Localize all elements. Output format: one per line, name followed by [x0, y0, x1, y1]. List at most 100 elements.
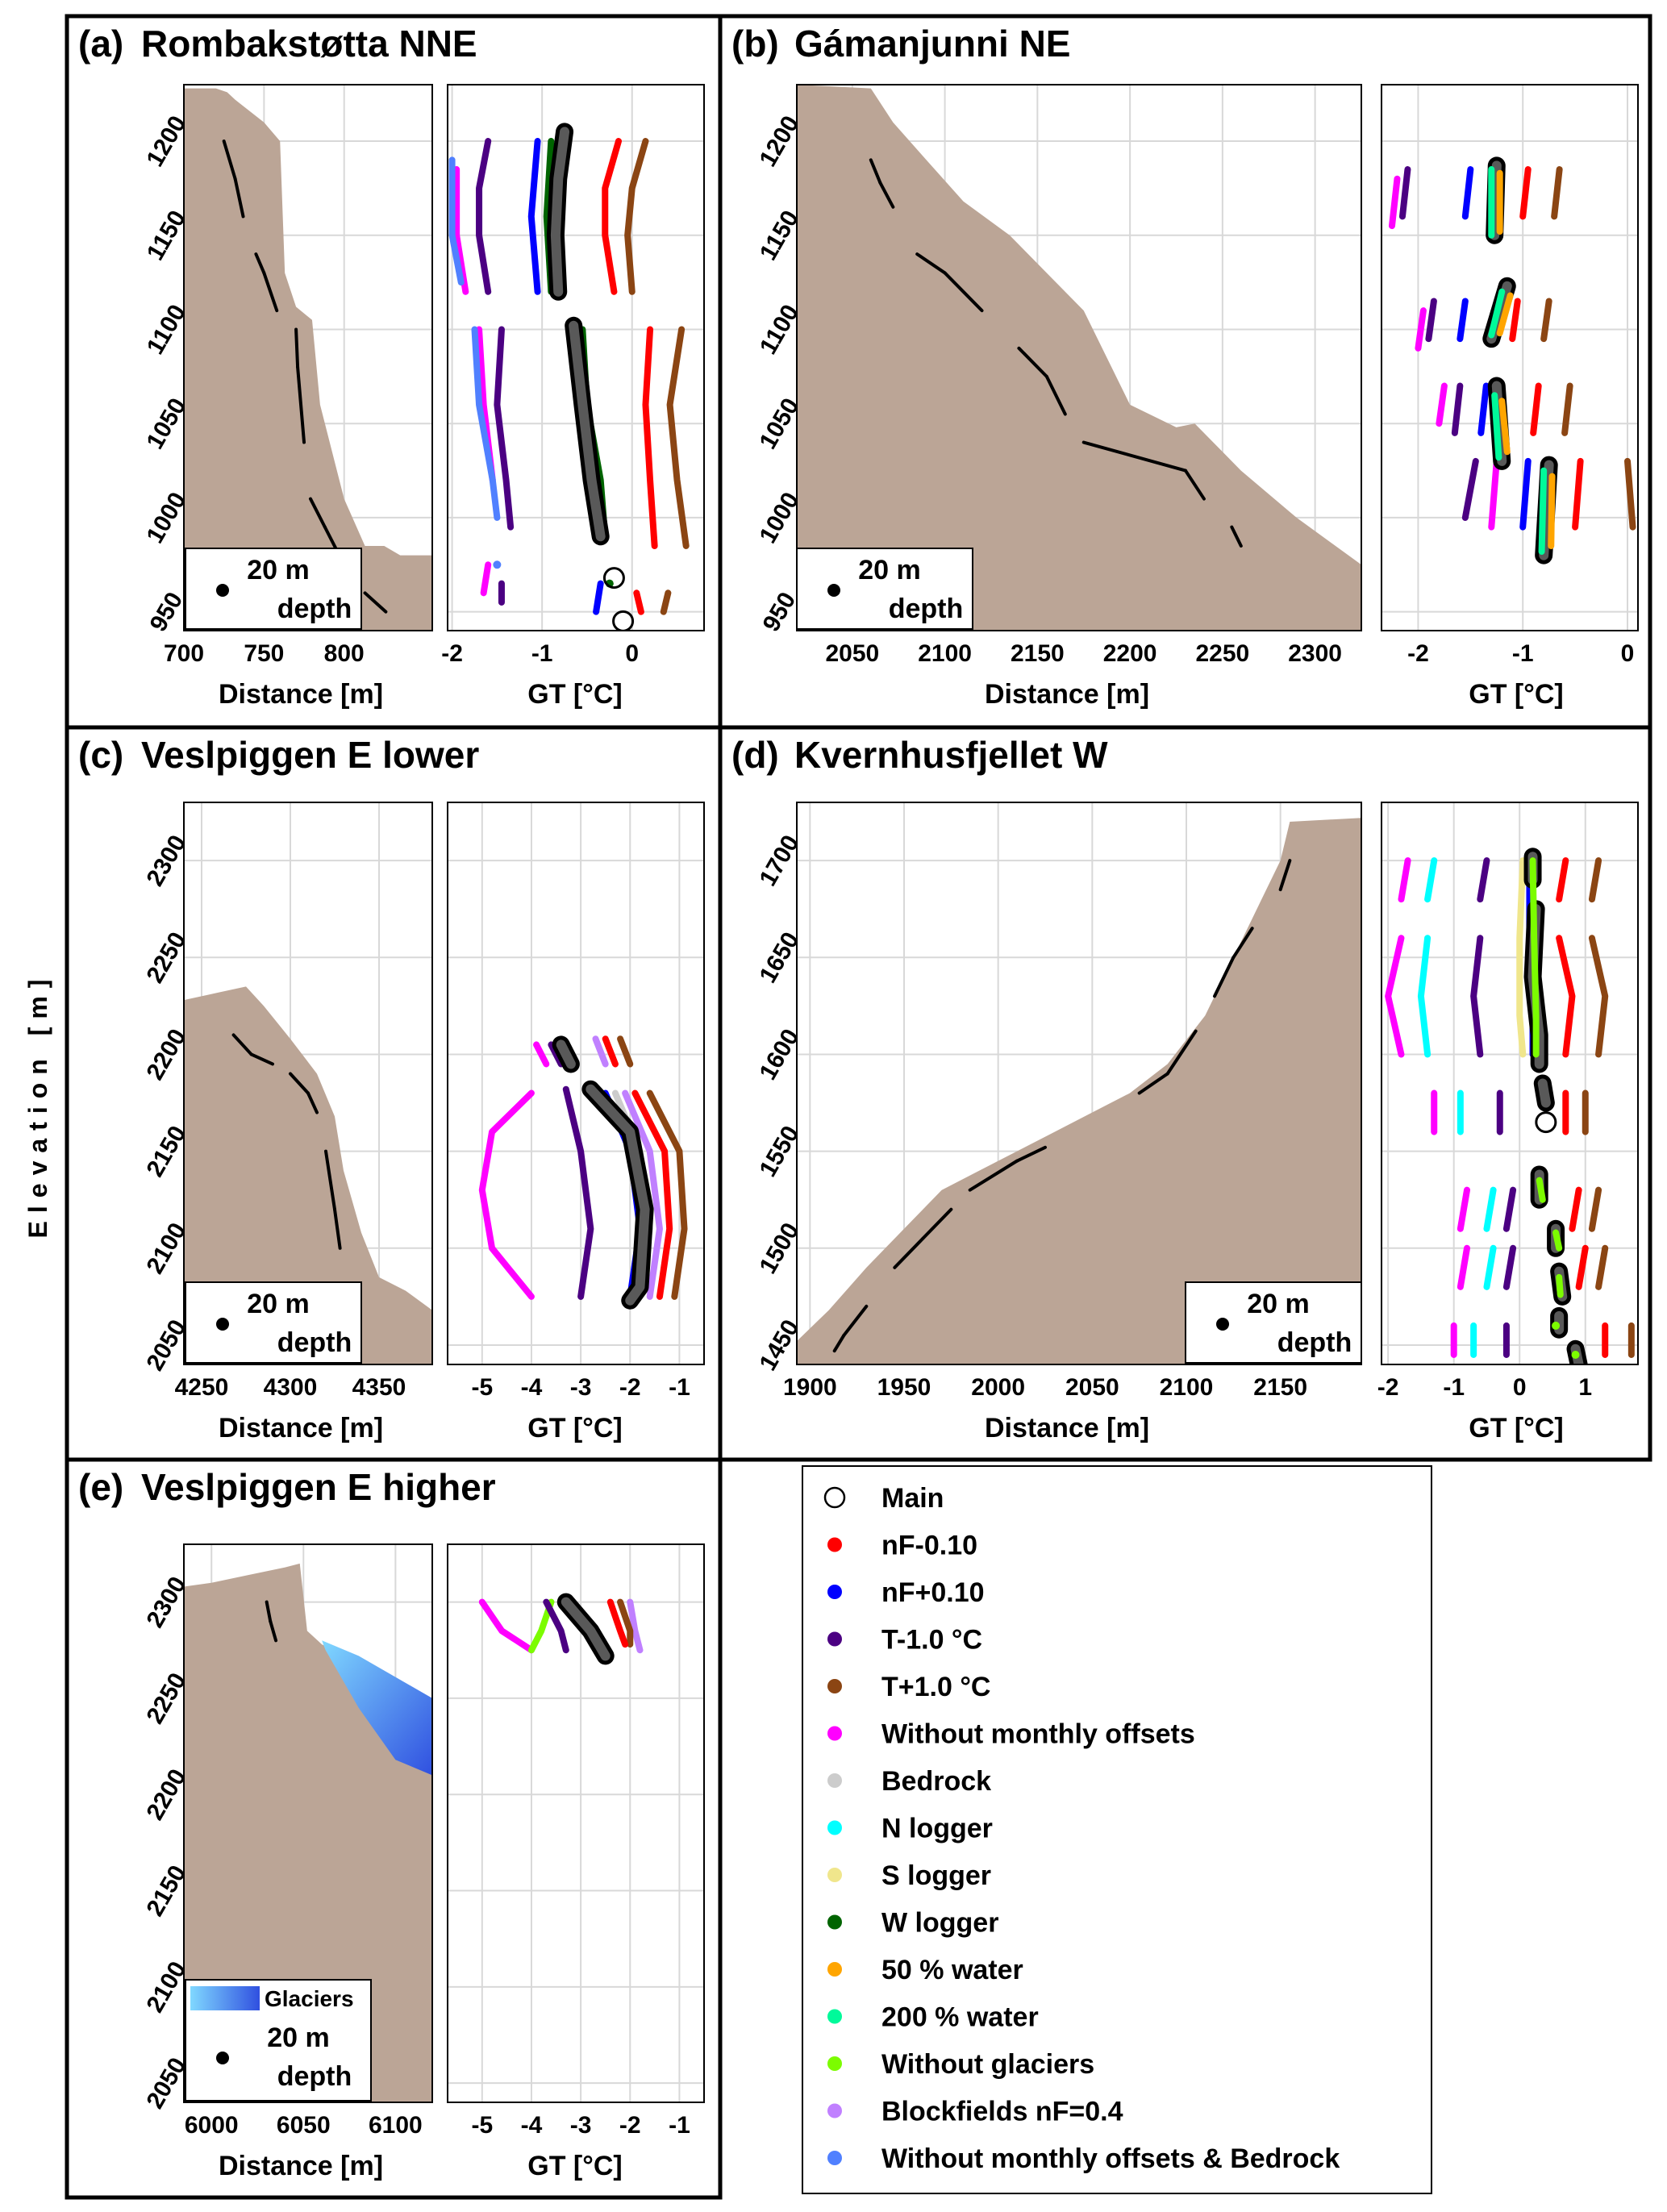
x-tick-label: 700	[164, 640, 204, 667]
series-line-inner	[586, 1084, 650, 1306]
series-nf-0-10	[1457, 166, 1532, 531]
x-tick-label: 2200	[1103, 640, 1157, 667]
depth-line-segment	[869, 158, 882, 185]
series-line	[602, 1035, 619, 1068]
series-nf-0-10	[1509, 166, 1584, 531]
series-t-1-0-c	[543, 1598, 569, 1654]
panel-c-gt-xlabel: GT [°C]	[527, 1413, 622, 1443]
glacier-area	[322, 1640, 432, 1776]
x-tick-label: 2250	[1195, 640, 1249, 667]
series-line	[1461, 457, 1479, 521]
series-line	[1516, 857, 1527, 1058]
panel-a-label: (a)	[78, 23, 123, 65]
series-line	[602, 138, 622, 295]
series-line	[1451, 382, 1464, 436]
depth-line-segment	[306, 1091, 319, 1114]
series-nf-0-10	[602, 138, 658, 615]
x-tick-label: -5	[471, 1374, 493, 1401]
plot-content	[184, 88, 432, 631]
series-line	[593, 580, 604, 615]
x-tick-label: -1	[669, 1374, 690, 1401]
panel-e-profile-xlabel: Distance [m]	[219, 2151, 383, 2181]
series-main	[546, 123, 635, 631]
series-line	[1538, 467, 1548, 555]
x-tick-label: -3	[570, 1374, 592, 1401]
legend-item: Without monthly offsets	[827, 1719, 1195, 1750]
panel-e-gt-axes: -5 -4 -3 -2 -1	[447, 1543, 705, 2139]
series-line	[1477, 382, 1490, 436]
series-t-1-0-c	[1398, 166, 1479, 521]
series-line	[1470, 935, 1484, 1058]
terrain-area	[184, 986, 432, 1364]
grid	[1382, 85, 1638, 631]
series-line	[1572, 457, 1584, 531]
series-t-1-0-c	[617, 1598, 634, 1648]
axes-frame	[447, 84, 705, 631]
series-blockfields-nf-0-4	[592, 1035, 663, 1300]
x-tick-label: -4	[521, 1374, 543, 1401]
main-ring-marker	[602, 567, 625, 589]
series-line	[1415, 307, 1427, 352]
series-without-monthly-offsets	[478, 1598, 535, 1654]
panel-b-title: Gámanjunni NE	[794, 23, 1070, 65]
depth-line-segment	[1183, 469, 1206, 501]
panel-b-gt-xlabel: GT [°C]	[1469, 679, 1563, 710]
panel-d-gt-xlabel: GT [°C]	[1469, 1413, 1563, 1443]
panel-d-gt-axes: -2 -1 0 1	[1377, 802, 1639, 1401]
legend-item: T-1.0 °C	[827, 1625, 982, 1656]
series-line	[1488, 288, 1506, 339]
panel-e-label: (e)	[78, 1466, 123, 1508]
y-tick-label: 950	[758, 588, 802, 636]
series-line	[1477, 857, 1490, 903]
x-tick-label: 2300	[1288, 640, 1342, 667]
series-line	[1388, 175, 1401, 230]
x-tick-label: -2	[1377, 1374, 1399, 1401]
series-t-1-0-c	[476, 138, 515, 606]
series-line	[1457, 1186, 1470, 1232]
series-line	[1498, 398, 1511, 456]
legend-marker-icon	[827, 2009, 842, 2024]
series-line	[562, 1085, 594, 1300]
legend-label: Without monthly offsets & Bedrock	[881, 2143, 1340, 2174]
series-line	[622, 1089, 663, 1300]
depth-legend-line1: 20 m	[247, 1289, 310, 1319]
series-line	[478, 1089, 535, 1300]
series-main	[556, 1593, 615, 1665]
x-tick-label: 2150	[1253, 1374, 1307, 1401]
depth-line-segment	[308, 497, 327, 529]
legend-item: Blockfields nF=0.4	[827, 2097, 1123, 2127]
series-line	[646, 1089, 688, 1300]
series-line	[1561, 382, 1573, 436]
series-line	[1588, 1186, 1602, 1232]
panel-b-profile-xlabel: Distance [m]	[985, 679, 1149, 710]
depth-line-segment	[893, 1236, 925, 1269]
series-line	[480, 561, 492, 597]
x-tick-label: -2	[619, 1374, 641, 1401]
plot-content	[1385, 848, 1635, 1364]
grid	[448, 1544, 704, 2102]
depth-legend-line1: 20 m	[1247, 1289, 1310, 1319]
depth-legend-line2: depth	[277, 2061, 352, 2092]
series-line	[1461, 166, 1474, 220]
series-line	[1491, 392, 1502, 461]
depth-line-segment	[254, 252, 266, 275]
depth-line-segment	[289, 1072, 310, 1095]
legend-marker-icon	[827, 1726, 842, 1741]
legend-marker-icon	[827, 2151, 842, 2165]
series-line	[1496, 292, 1514, 337]
series-line	[1551, 166, 1563, 220]
series-line	[1502, 1244, 1517, 1290]
depth-line-segment	[832, 1333, 846, 1353]
panel-b-profile-axes: 2050 2100 2150 2200 2250 23009501000105011001…	[754, 84, 1362, 667]
panel-e-title: Veslpiggen E higher	[141, 1466, 496, 1508]
plot-content	[797, 85, 1361, 631]
series-line	[1519, 457, 1532, 531]
axes-frame	[796, 84, 1362, 631]
legend-label: Without monthly offsets	[881, 1719, 1195, 1750]
series-blockfields-nf-0-4	[627, 1598, 644, 1654]
series-line	[617, 1598, 634, 1648]
legend-label: 50 % water	[881, 1955, 1023, 1985]
depth-legend-line1: 20 m	[267, 2022, 330, 2053]
series-line	[1540, 298, 1552, 343]
series-line	[1588, 935, 1609, 1058]
